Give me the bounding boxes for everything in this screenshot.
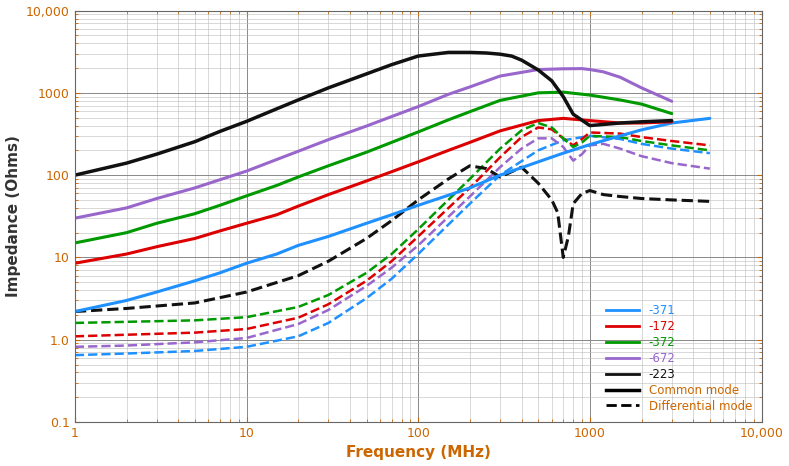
Y-axis label: Impedance (Ohms): Impedance (Ohms) [6, 135, 21, 297]
X-axis label: Frequency (MHz): Frequency (MHz) [346, 445, 491, 460]
Legend: -371, -172, -372, -672, -223, Common mode, Differential mode: -371, -172, -372, -672, -223, Common mod… [603, 300, 756, 416]
